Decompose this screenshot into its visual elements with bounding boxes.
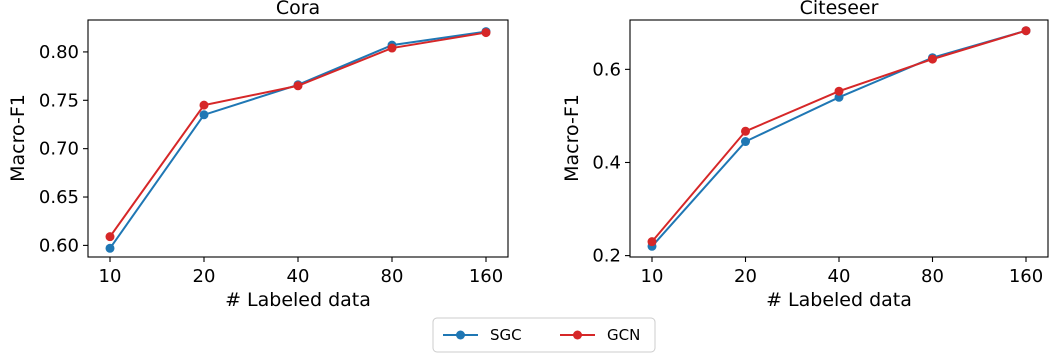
- data-point-gcn: [1021, 26, 1031, 36]
- x-tick-label: 10: [641, 266, 664, 287]
- x-tick-label: 80: [921, 266, 944, 287]
- y-axis-label: Macro-F1: [561, 94, 583, 182]
- legend: SGC GCN: [432, 317, 656, 353]
- legend-label-sgc: SGC: [490, 326, 522, 344]
- x-tick-label: 40: [828, 266, 851, 287]
- data-point-sgc: [199, 110, 209, 120]
- plot-frame: [629, 19, 1049, 258]
- y-tick-label: 0.65: [39, 187, 79, 208]
- x-tick-label: 80: [381, 266, 404, 287]
- plot-frame: [87, 19, 509, 258]
- y-tick-label: 0.70: [39, 139, 79, 160]
- axis-ticks: 10 20 40 80 160 0.60 0.65 0.70 0.75 0.80: [39, 42, 503, 287]
- series-line-sgc: [109, 30, 487, 249]
- x-tick-label: 10: [99, 266, 122, 287]
- series-line-gcn: [109, 31, 487, 238]
- chart-title: Cora: [276, 0, 320, 19]
- data-point-gcn: [647, 237, 657, 247]
- y-axis-label: Macro-F1: [7, 94, 29, 182]
- x-axis-label: # Labeled data: [766, 289, 912, 311]
- data-point-gcn: [387, 43, 397, 53]
- x-tick-label: 20: [193, 266, 216, 287]
- data-point-gcn: [105, 232, 115, 242]
- y-tick-label: 0.60: [39, 235, 79, 256]
- data-point-gcn: [834, 86, 844, 96]
- data-point-sgc: [105, 243, 115, 253]
- data-marks: [105, 27, 491, 253]
- axis-ticks: 10 20 40 80 160 0.2 0.4 0.6: [592, 59, 1043, 287]
- legend-marker-sgc: [456, 330, 465, 340]
- x-tick-label: 20: [734, 266, 757, 287]
- y-tick-label: 0.80: [39, 42, 79, 63]
- legend-box: [432, 317, 656, 353]
- cora-chart: Cora 10 20 40 80 160 0.60 0.65 0.70 0.75 0.80 # L…: [7, 0, 509, 311]
- y-tick-label: 0.2: [592, 246, 621, 267]
- chart-title: Citeseer: [800, 0, 879, 19]
- y-tick-label: 0.4: [592, 152, 621, 173]
- data-point-gcn: [928, 54, 937, 64]
- y-tick-label: 0.75: [39, 90, 79, 111]
- data-point-gcn: [741, 126, 750, 136]
- x-tick-label: 40: [287, 266, 310, 287]
- y-tick-label: 0.6: [592, 59, 621, 80]
- x-axis-label: # Labeled data: [225, 289, 371, 311]
- legend-label-gcn: GCN: [607, 326, 640, 344]
- series-line-sgc: [651, 29, 1027, 247]
- x-tick-label: 160: [469, 266, 503, 287]
- legend-item-gcn: GCN: [560, 326, 640, 344]
- data-point-gcn: [293, 81, 303, 91]
- citeseer-chart: Citeseer 10 20 40 80 160 0.2 0.4 0.6 # Labeled …: [561, 0, 1049, 311]
- data-point-sgc: [741, 137, 750, 147]
- x-tick-label: 160: [1009, 266, 1043, 287]
- legend-marker-gcn: [573, 330, 582, 340]
- series-line-gcn: [651, 29, 1027, 243]
- data-point-gcn: [481, 28, 491, 38]
- legend-item-sgc: SGC: [443, 326, 522, 344]
- data-point-gcn: [199, 100, 209, 110]
- data-marks: [647, 26, 1031, 251]
